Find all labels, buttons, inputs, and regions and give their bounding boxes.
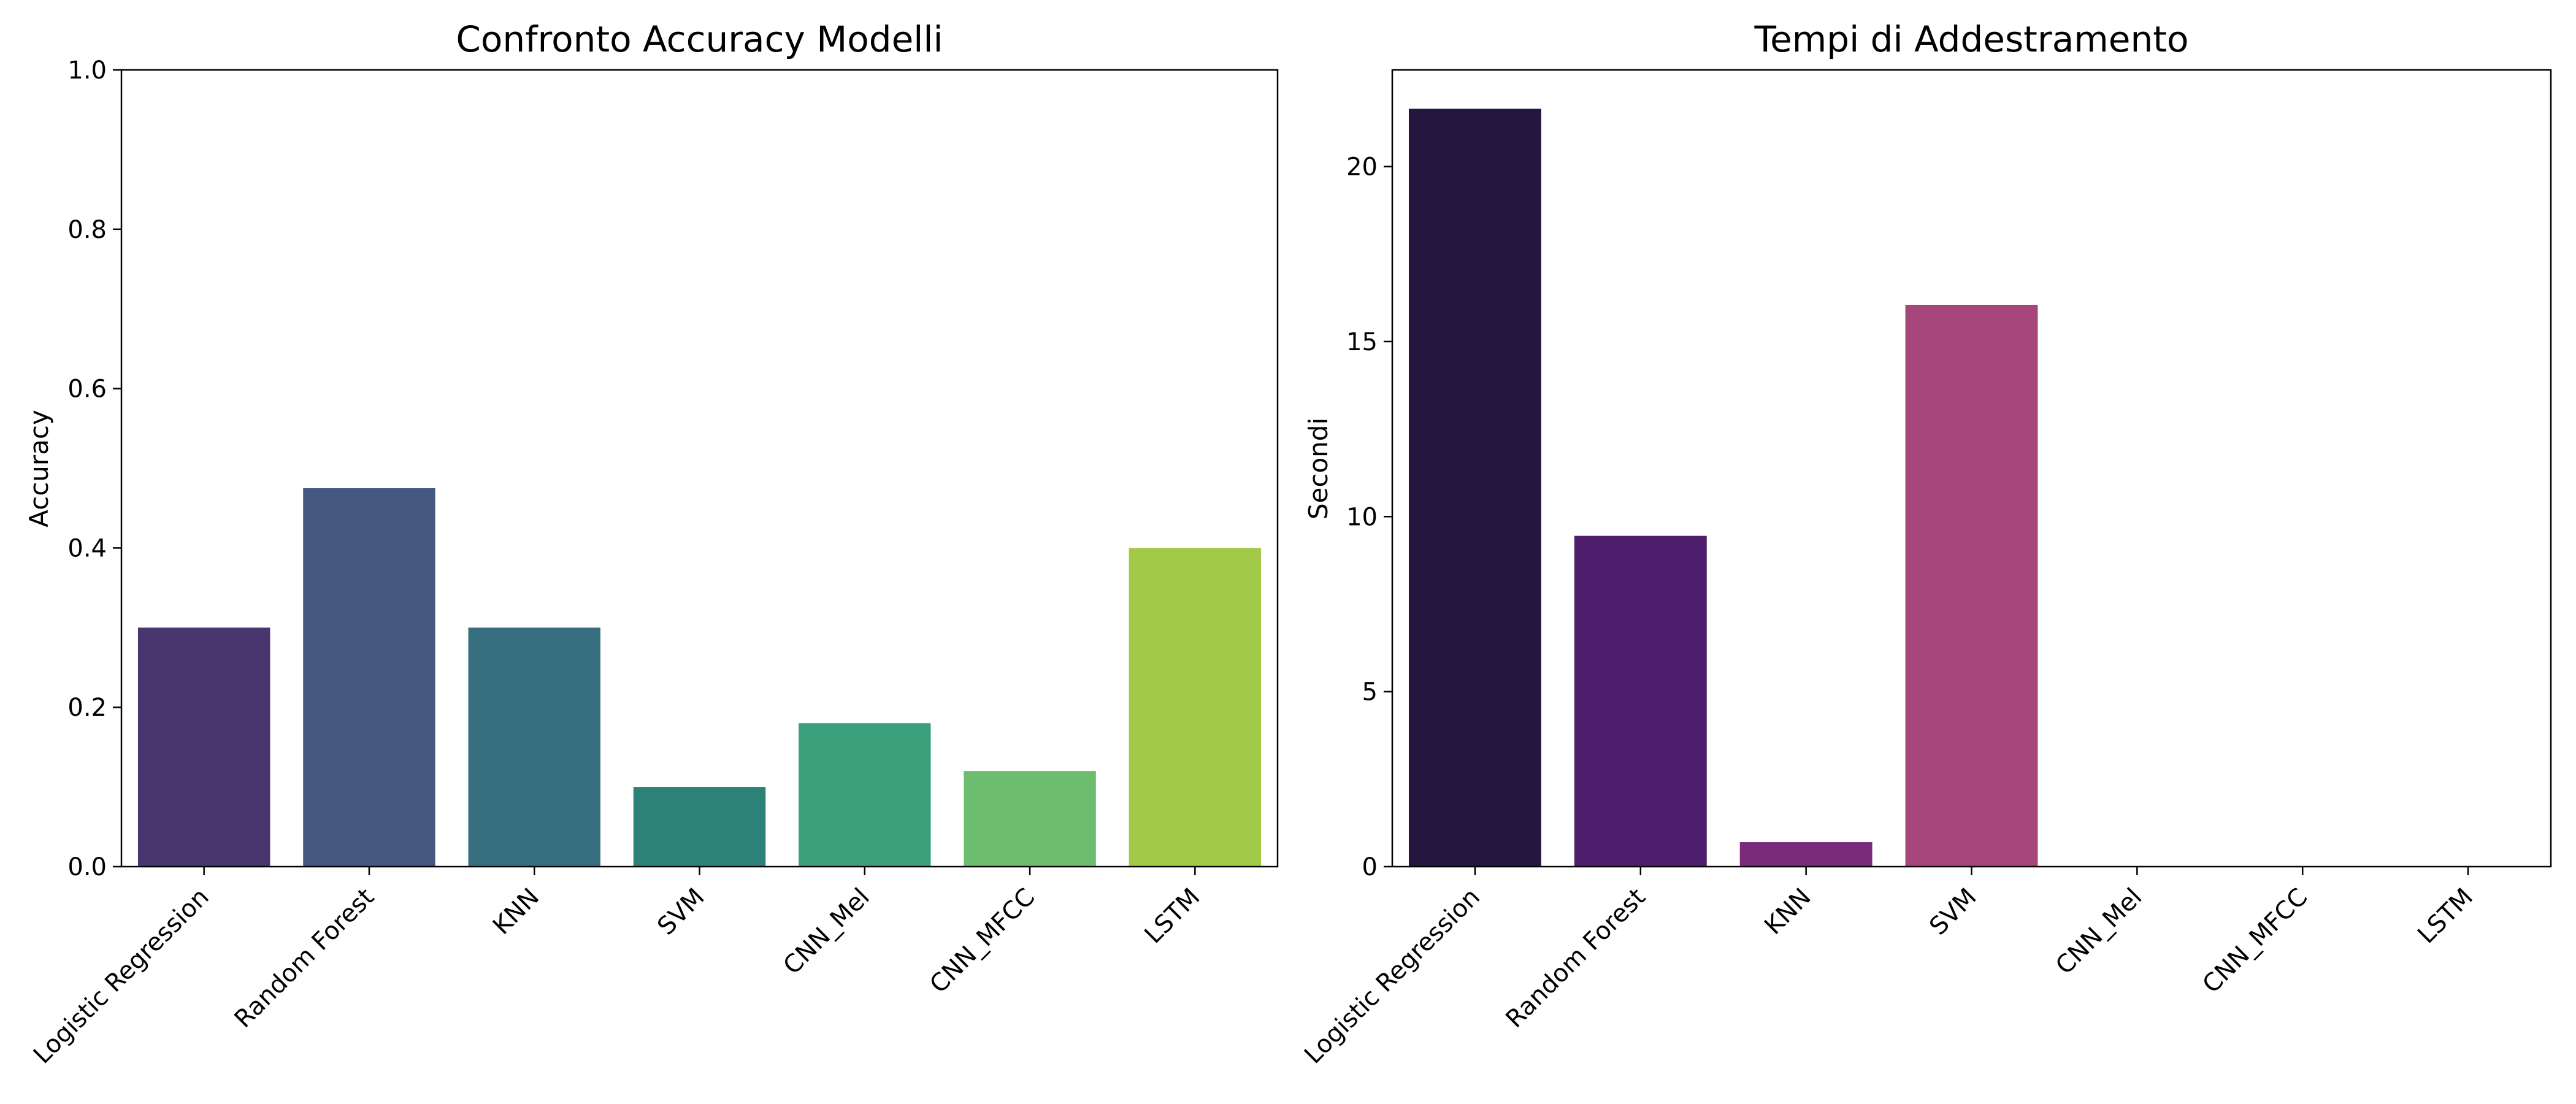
bar-cnn-mel (799, 723, 931, 867)
y-tick-label: 0.2 (67, 694, 107, 722)
y-axis-label: Accuracy (24, 410, 54, 527)
chart-title: Confronto Accuracy Modelli (456, 18, 943, 60)
bar-svm (1905, 304, 2038, 867)
bar-knn (1739, 842, 1873, 867)
bar-cnn-mfcc (964, 771, 1096, 867)
bar-logistic-regression (1408, 109, 1541, 867)
y-tick-label: 0.6 (67, 375, 107, 404)
bar-svm (633, 787, 766, 867)
y-tick-label: 20 (1346, 153, 1378, 182)
bar-lstm (1129, 548, 1262, 867)
accuracy-chart: Confronto Accuracy Modelli Accuracy 0.0 0… (24, 18, 1279, 1069)
bar-logistic-regression (137, 627, 270, 867)
bar-random-forest (1574, 535, 1707, 867)
chart-title: Tempi di Addestramento (1754, 18, 2189, 60)
bar-knn (468, 627, 600, 867)
y-tick-label: 0 (1362, 853, 1378, 881)
y-tick-label: 0.8 (67, 216, 107, 244)
y-tick-label: 5 (1362, 678, 1378, 707)
y-tick-label: 0.0 (67, 853, 107, 881)
y-axis-label: Secondi (1303, 418, 1333, 519)
y-tick-label: 1.0 (67, 56, 107, 85)
y-tick-label: 0.4 (67, 534, 107, 562)
bar-random-forest (303, 488, 435, 867)
y-tick-label: 10 (1346, 503, 1378, 531)
y-tick-label: 15 (1346, 328, 1378, 356)
